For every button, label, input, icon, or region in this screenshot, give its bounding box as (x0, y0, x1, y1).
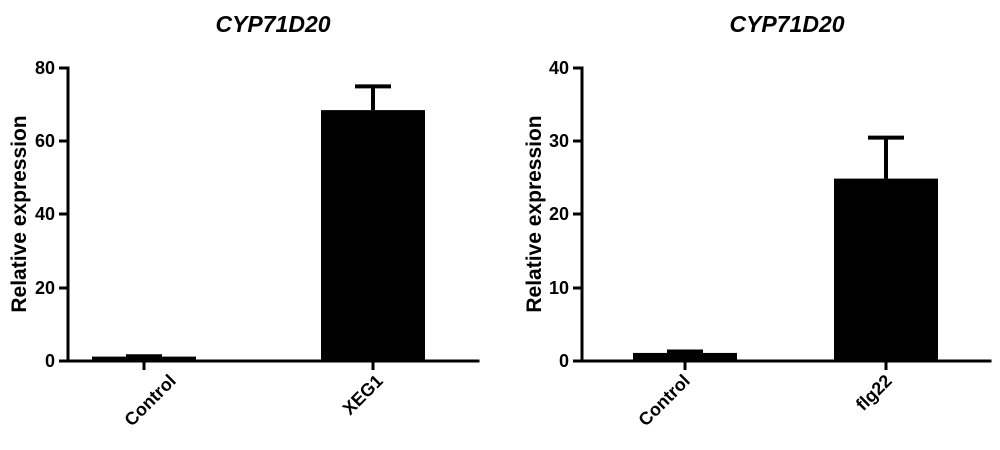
x-tick-label: flg22 (852, 371, 896, 415)
y-tick-label: 0 (45, 351, 55, 371)
chart-title: CYP71D20 (729, 11, 844, 37)
chart-2: CYP71D20 Relative expression 0 10 20 30 … (523, 11, 992, 430)
y-axis-label: Relative expression (523, 115, 546, 312)
bar-control (92, 356, 196, 361)
error-bars (126, 84, 391, 359)
bar-flg22 (834, 178, 938, 361)
x-ticks: Control flg22 (634, 361, 896, 430)
x-tick-label: Control (634, 371, 693, 430)
y-tick-label: 30 (549, 131, 569, 151)
error-bar-control (667, 349, 703, 354)
bars (92, 110, 425, 362)
y-tick-label: 40 (549, 58, 569, 78)
y-axis-label: Relative expression (8, 115, 31, 312)
error-bar-xeg1 (355, 84, 391, 111)
x-tick-label: XEG1 (339, 371, 387, 419)
y-tick-label: 10 (549, 278, 569, 298)
y-tick-label: 0 (559, 351, 569, 371)
y-tick-label: 40 (35, 204, 55, 224)
bar-xeg1 (321, 110, 425, 362)
error-bar-flg22 (868, 135, 904, 179)
chart-title: CYP71D20 (215, 11, 330, 37)
y-tick-label: 60 (35, 131, 55, 151)
y-tick-label: 20 (549, 204, 569, 224)
bars (633, 178, 938, 361)
y-ticks: 0 20 40 60 80 (35, 58, 68, 371)
x-ticks: Control XEG1 (120, 361, 387, 430)
y-tick-label: 80 (35, 58, 55, 78)
y-tick-label: 20 (35, 278, 55, 298)
chart-1: CYP71D20 Relative expression 0 20 40 60 … (8, 11, 480, 430)
x-tick-label: Control (120, 371, 179, 430)
y-ticks: 0 10 20 30 40 (549, 58, 582, 371)
bar-control (633, 352, 737, 361)
error-bars (667, 135, 904, 354)
